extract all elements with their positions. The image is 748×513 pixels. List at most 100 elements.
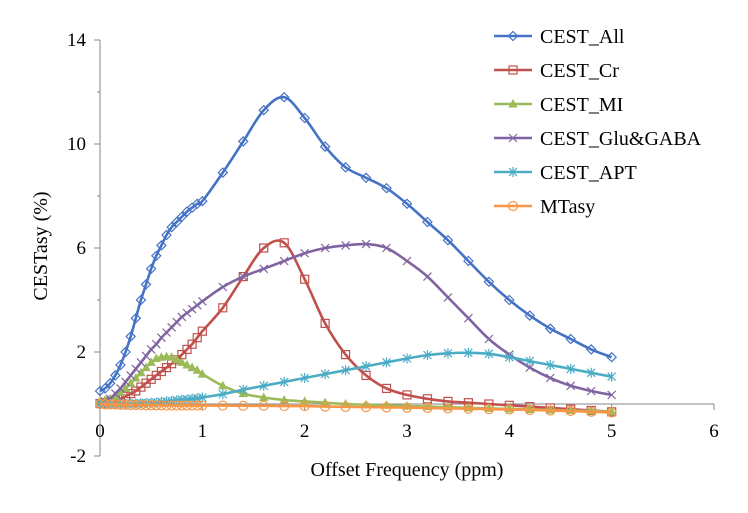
legend-marker-mtasy (507, 200, 519, 212)
data-point-mtasy (176, 400, 187, 411)
data-point-mtasy (279, 400, 290, 412)
data-point-mtasy (238, 400, 249, 411)
legend-entry-cest-mi: CEST_MI (494, 94, 623, 116)
data-point-cest-glu-gaba (423, 272, 432, 282)
data-point-cest-apt (566, 363, 576, 374)
data-point-cest-apt (525, 356, 535, 367)
data-point-cest-glu-gaba (187, 304, 197, 314)
data-point-cest-all (237, 136, 249, 147)
x-tick-label: 5 (607, 421, 617, 442)
data-point-cest-mi (177, 357, 187, 366)
data-point-cest-mi (141, 362, 151, 372)
data-point-cest-all (125, 331, 137, 342)
data-point-cest-glu-gaba (484, 334, 494, 344)
legend-entry-cest-apt: CEST_APT (494, 162, 637, 184)
data-point-cest-glu-gaba (182, 308, 192, 318)
data-point-cest-cr (126, 389, 136, 399)
series-cest-glu-gaba (95, 239, 617, 408)
data-point-cest-glu-gaba (259, 264, 269, 274)
data-point-cest-glu-gaba (341, 240, 351, 250)
data-point-cest-all (135, 294, 147, 306)
data-point-mtasy (381, 402, 392, 413)
series-line-cest-all (99, 95, 613, 393)
legend-marker-cest-glu-gaba (508, 133, 518, 143)
legend-marker-cest-all (507, 30, 519, 42)
data-point-cest-apt (586, 367, 596, 378)
data-point-cest-cr (182, 344, 192, 354)
data-point-cest-all (115, 359, 126, 371)
data-point-cest-cr (197, 326, 207, 336)
data-point-mtasy (463, 403, 474, 414)
data-point-mtasy (140, 400, 152, 411)
data-point-cest-glu-gaba (136, 357, 146, 367)
data-point-cest-glu-gaba (151, 339, 161, 349)
data-point-cest-apt (218, 389, 228, 400)
data-point-cest-cr (279, 238, 289, 248)
series-line-cest-cr (99, 239, 612, 414)
data-point-cest-glu-gaba (545, 373, 555, 383)
data-point-cest-all (120, 346, 131, 358)
legend-entry-mtasy: MTasy (494, 196, 595, 218)
data-point-cest-all (145, 263, 157, 275)
data-point-cest-cr (381, 383, 392, 393)
data-point-cest-cr (320, 318, 330, 328)
data-point-mtasy (156, 400, 167, 411)
legend-entry-cest-glu-gaba: CEST_Glu&GABA (494, 128, 702, 150)
data-point-cest-glu-gaba (607, 390, 617, 400)
data-point-cest-glu-gaba (320, 243, 330, 253)
data-point-mtasy (151, 400, 162, 411)
data-point-cest-glu-gaba (197, 296, 207, 306)
data-point-cest-apt (382, 357, 391, 368)
data-point-mtasy (197, 400, 208, 411)
data-point-cest-glu-gaba (141, 351, 151, 361)
series-cest-all (94, 91, 618, 397)
data-point-cest-apt (259, 380, 269, 391)
data-point-cest-apt (504, 352, 514, 363)
data-point-cest-mi (182, 359, 192, 369)
data-point-cest-glu-gaba (525, 363, 535, 373)
data-point-mtasy (565, 405, 576, 417)
data-point-cest-apt (443, 348, 453, 359)
x-tick-label: 3 (402, 421, 412, 442)
data-point-cest-mi (166, 352, 177, 361)
data-point-cest-all (94, 385, 106, 397)
data-point-cest-glu-gaba (238, 272, 248, 282)
data-point-mtasy (110, 399, 121, 410)
data-point-cest-apt (607, 371, 617, 382)
data-point-cest-all (130, 312, 142, 324)
x-axis-title: Offset Frequency (ppm) (311, 459, 504, 481)
data-point-cest-all (171, 216, 183, 228)
data-point-mtasy (258, 400, 269, 411)
data-point-cest-cr (192, 333, 202, 343)
data-point-cest-glu-gaba (566, 381, 576, 391)
y-tick-label: 2 (77, 342, 87, 363)
x-tick-label: 4 (505, 421, 515, 442)
data-point-cest-glu-gaba (218, 282, 228, 292)
data-point-cest-glu-gaba (177, 312, 187, 322)
data-point-cest-mi (197, 369, 207, 378)
data-point-cest-glu-gaba (126, 370, 136, 380)
data-point-cest-all (258, 104, 270, 116)
data-point-mtasy (320, 401, 331, 412)
data-point-mtasy (146, 400, 157, 411)
plot-area (94, 91, 618, 418)
data-point-cest-glu-gaba (382, 243, 391, 253)
series-cest-cr (95, 238, 617, 417)
legend-label-cest-all: CEST_All (540, 26, 625, 48)
data-point-cest-cr (218, 303, 228, 313)
data-point-cest-glu-gaba (300, 248, 310, 258)
data-point-mtasy (187, 400, 198, 411)
data-point-cest-all (401, 198, 413, 210)
series-line-cest-glu-gaba (99, 242, 612, 405)
y-tick-label: 10 (67, 134, 86, 155)
data-point-cest-mi (172, 354, 182, 364)
data-point-cest-mi (161, 351, 172, 361)
series-mtasy (94, 398, 617, 418)
x-tick-label: 0 (95, 421, 105, 442)
data-point-mtasy (166, 400, 177, 411)
data-point-mtasy (171, 400, 182, 411)
data-point-mtasy (100, 399, 111, 410)
data-point-cest-glu-gaba (116, 383, 125, 393)
data-point-mtasy (524, 404, 535, 416)
data-point-mtasy (586, 406, 597, 417)
